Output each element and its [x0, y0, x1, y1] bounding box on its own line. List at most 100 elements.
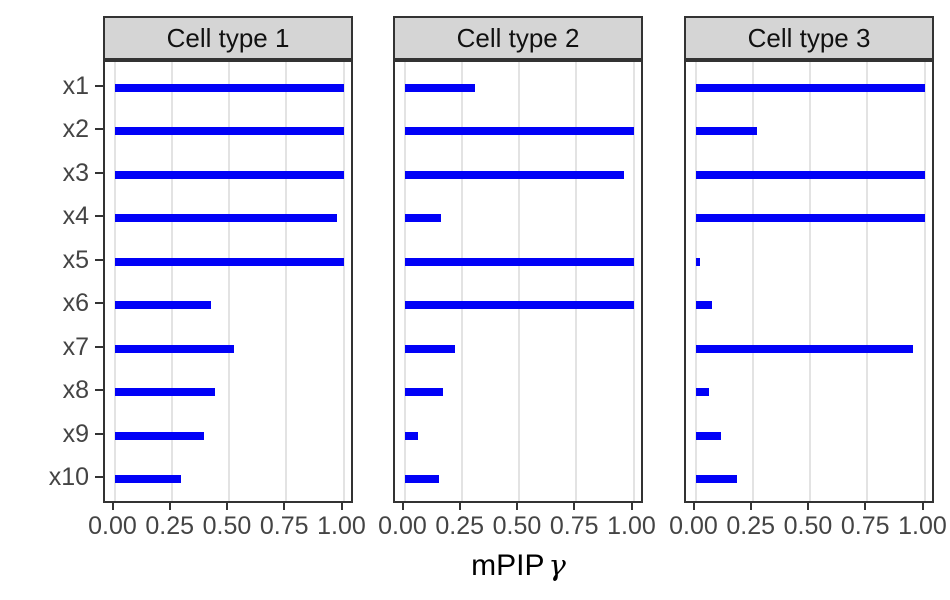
gridline	[170, 62, 173, 501]
x-tick-label: 0.00	[669, 512, 718, 540]
gridline	[285, 62, 288, 501]
bar	[695, 431, 721, 440]
x-tick	[573, 503, 576, 510]
x-tick	[458, 503, 461, 510]
x-tick	[516, 503, 518, 510]
x-tick-label: 0.25	[435, 512, 485, 540]
x-axis-title-text: mPIP	[471, 549, 545, 582]
x-tick-label: 1.00	[317, 512, 366, 540]
bar	[695, 127, 758, 136]
x-tick	[692, 503, 695, 510]
bar	[404, 431, 419, 440]
bar	[114, 474, 181, 483]
gridline	[575, 62, 578, 501]
strip-label: Cell type 1	[166, 22, 290, 53]
x-tick	[168, 503, 171, 510]
gridline	[751, 62, 754, 501]
x-tick-label: 1.00	[607, 512, 656, 540]
x-tick-label: 1.00	[898, 512, 947, 540]
bar	[404, 84, 476, 93]
bar	[695, 214, 925, 223]
gridline	[694, 62, 697, 501]
y-tick-label: x8	[62, 376, 89, 405]
bar	[114, 301, 211, 310]
gridline	[460, 62, 463, 501]
x-tick	[807, 503, 809, 510]
bar	[404, 170, 625, 179]
x-tick-label: 0.50	[202, 512, 252, 540]
facet-strip: Cell type 2	[393, 16, 643, 60]
bar	[114, 388, 216, 397]
x-tick-label: 0.00	[88, 512, 137, 540]
bar	[695, 301, 712, 310]
facet-panel: Cell type 1 0.00 0.25 0.50 0.75 1.00	[88, 0, 366, 600]
strip-label: Cell type 2	[456, 22, 580, 53]
y-tick-label: x10	[48, 462, 89, 491]
bar	[114, 84, 344, 93]
x-tick	[340, 503, 343, 510]
x-tick	[921, 503, 924, 510]
x-tick-label: 0.75	[259, 512, 309, 540]
y-tick	[95, 432, 103, 435]
gridline	[342, 62, 345, 501]
bar	[404, 127, 634, 136]
bar	[404, 214, 442, 223]
y-tick-label: x4	[62, 202, 89, 231]
gridline	[809, 62, 811, 501]
x-tick-label: 0.50	[492, 512, 542, 540]
x-tick	[111, 503, 114, 510]
bar	[114, 214, 337, 223]
y-tick	[95, 389, 103, 392]
x-axis-title: mPIP γ	[103, 544, 934, 586]
facet-panel: Cell type 2 0.00 0.25 0.50 0.75 1.00	[378, 0, 656, 600]
x-tick	[283, 503, 286, 510]
bar	[114, 127, 344, 136]
x-tick-label: 0.25	[145, 512, 195, 540]
y-tick-label: x6	[62, 289, 89, 318]
y-tick-label: x1	[62, 72, 89, 101]
y-tick	[95, 128, 103, 131]
bar	[695, 388, 710, 397]
facet-strip: Cell type 1	[103, 16, 353, 60]
panel-plot-area	[684, 60, 934, 503]
panel-plot-area	[103, 60, 353, 503]
gamma-symbol: γ	[548, 548, 566, 582]
facet-strip: Cell type 3	[684, 16, 934, 60]
y-tick-label: x3	[62, 158, 89, 187]
x-tick	[864, 503, 867, 510]
bar	[404, 257, 634, 266]
x-tick	[630, 503, 633, 510]
y-tick	[95, 171, 103, 174]
gridline	[866, 62, 869, 501]
x-tick-label: 0.50	[783, 512, 833, 540]
gridline	[632, 62, 635, 501]
x-tick-label: 0.75	[549, 512, 599, 540]
bar	[114, 257, 344, 266]
y-tick	[95, 258, 103, 261]
strip-label: Cell type 3	[747, 22, 871, 53]
x-tick	[749, 503, 752, 510]
bar	[114, 344, 234, 353]
panel-plot-area	[393, 60, 643, 503]
x-tick-label: 0.75	[840, 512, 890, 540]
gridline	[518, 62, 520, 501]
y-tick	[95, 345, 103, 348]
bar	[404, 301, 634, 310]
y-tick-label: x9	[62, 419, 89, 448]
y-tick	[95, 215, 103, 218]
bar	[695, 84, 925, 93]
x-tick	[401, 503, 404, 510]
y-tick	[95, 85, 103, 88]
y-tick-label: x7	[62, 332, 89, 361]
gridline	[113, 62, 116, 501]
y-tick	[95, 475, 103, 478]
x-tick-label: 0.25	[726, 512, 776, 540]
y-tick-label: x2	[62, 115, 89, 144]
bar	[404, 474, 439, 483]
gridline	[403, 62, 406, 501]
bar	[404, 388, 444, 397]
x-tick	[226, 503, 228, 510]
y-tick-label: x5	[62, 245, 89, 274]
bar	[114, 170, 344, 179]
